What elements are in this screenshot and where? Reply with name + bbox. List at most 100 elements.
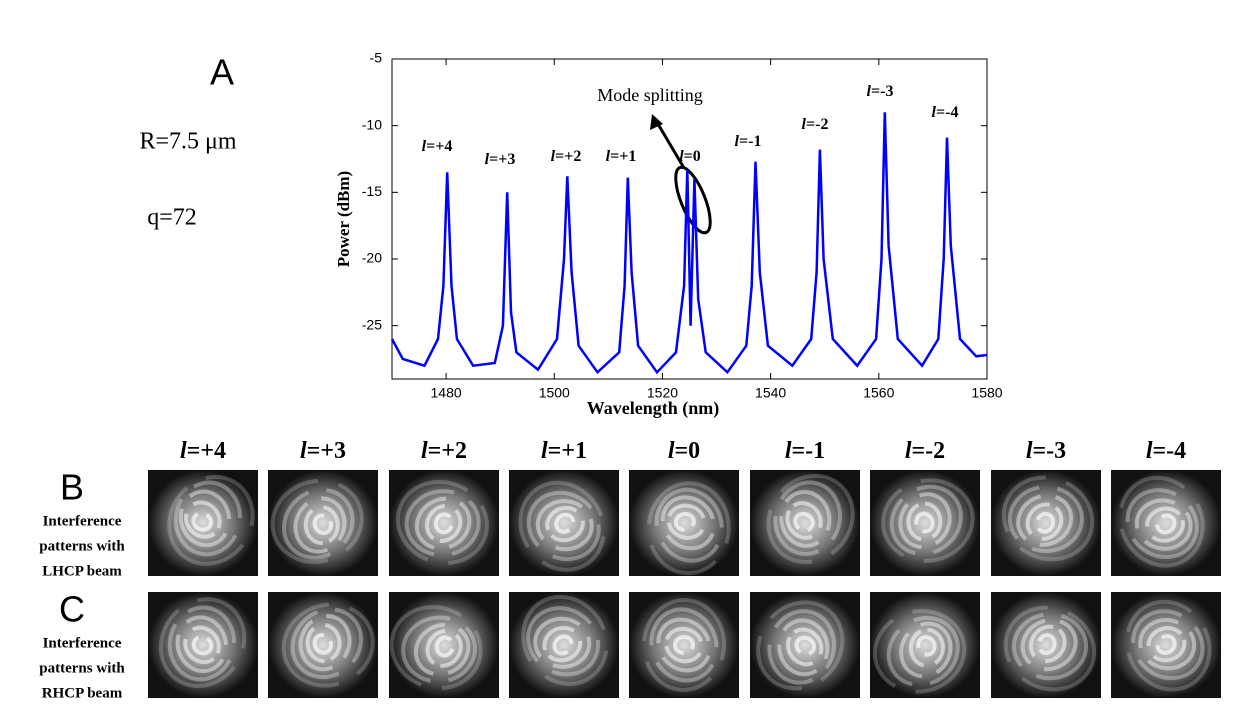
image-bg (268, 592, 378, 698)
pattern-image (750, 470, 860, 576)
symbol: l (541, 438, 548, 464)
peak-label: l=-1 (735, 133, 762, 150)
peak-label: l=+1 (606, 148, 637, 165)
fringe (785, 627, 824, 667)
fringe (785, 501, 823, 540)
symbol: l (551, 148, 556, 165)
fringe (1007, 484, 1084, 554)
symbol: l (668, 438, 675, 464)
column-label: l=-2 (905, 438, 945, 464)
fringe (1003, 605, 1097, 692)
fringe (1125, 599, 1212, 692)
column-label: l=-4 (1146, 438, 1186, 464)
fringe (646, 481, 731, 576)
value: =-2 (806, 116, 828, 133)
fringe (914, 511, 935, 534)
fringe (1155, 513, 1177, 535)
value: =-2 (912, 438, 946, 464)
fringe (191, 634, 214, 656)
fringe (773, 480, 842, 556)
fringe (656, 617, 712, 673)
peak-label: l=-2 (802, 116, 829, 133)
value: =+2 (555, 148, 581, 165)
symbol: l (802, 116, 807, 133)
fringe (518, 480, 606, 572)
fringe (434, 635, 455, 658)
fringe (312, 513, 334, 535)
fringe (545, 505, 585, 543)
symbol: l (1146, 438, 1153, 464)
pattern-image (629, 592, 739, 698)
fringe (1036, 633, 1057, 656)
fringe (767, 609, 837, 685)
pattern-image (870, 592, 980, 698)
fringe (1145, 506, 1185, 543)
value: =-1 (792, 438, 826, 464)
fringe (666, 503, 707, 540)
value: =0 (684, 148, 701, 165)
y-tick-label: -15 (362, 183, 382, 199)
fringe (779, 489, 832, 548)
fringe (756, 600, 845, 691)
pattern-image (389, 470, 499, 576)
fringe (401, 615, 478, 684)
fringe (521, 594, 609, 686)
fringe (158, 597, 247, 689)
image-bg (509, 470, 619, 576)
radius-text: R=7.5 μm (139, 129, 236, 155)
value: =+3 (489, 151, 515, 168)
symbol: l (180, 438, 187, 464)
image-bg (148, 592, 258, 698)
pattern-image (148, 592, 258, 698)
image-bg (389, 470, 499, 576)
fringe (389, 604, 483, 691)
pattern-image (509, 470, 619, 576)
pattern-image (268, 592, 378, 698)
value: =+1 (610, 148, 636, 165)
fringe (881, 478, 975, 563)
pattern-image (629, 470, 739, 576)
pattern-image (991, 470, 1101, 576)
symbol: l (606, 148, 611, 165)
value: =+1 (548, 438, 587, 464)
fringe (425, 628, 463, 668)
fringe (793, 511, 815, 533)
pattern-image (991, 592, 1101, 698)
y-tick-label: -20 (362, 250, 382, 266)
y-tick-label: -5 (370, 50, 383, 66)
spectrum (390, 112, 988, 375)
row-caption: patterns with (39, 538, 125, 554)
value: =-3 (871, 83, 893, 100)
value: =+3 (307, 438, 346, 464)
fringe (270, 478, 364, 564)
fringe (395, 479, 489, 566)
fringe (167, 605, 237, 682)
fringe (777, 618, 830, 677)
plot-frame (391, 58, 988, 380)
peak-label: l=+2 (551, 148, 582, 165)
fringe (673, 634, 695, 656)
symbol: l (1026, 438, 1033, 464)
fringe (664, 626, 704, 664)
image-bg (389, 592, 499, 698)
x-tick-label: 1580 (971, 385, 1002, 401)
annotation: Mode splitting (597, 85, 703, 105)
fringe (526, 490, 601, 562)
image-bg (1111, 470, 1221, 576)
fringe (404, 489, 481, 558)
pattern-image (870, 470, 980, 576)
pattern-image (750, 592, 860, 698)
column-label: l=+4 (180, 438, 226, 464)
fringe (886, 615, 960, 688)
column-label: l=+3 (300, 438, 346, 464)
panel-label: A (210, 52, 234, 93)
row-caption: Interference (43, 513, 122, 529)
column-label: l=-1 (785, 438, 825, 464)
fringe (889, 484, 963, 556)
arrow (656, 123, 686, 169)
value: =0 (674, 438, 700, 464)
fringe (552, 634, 574, 656)
y-tick-label: -25 (362, 316, 382, 332)
fringe (526, 606, 601, 677)
value: =+4 (187, 438, 226, 464)
